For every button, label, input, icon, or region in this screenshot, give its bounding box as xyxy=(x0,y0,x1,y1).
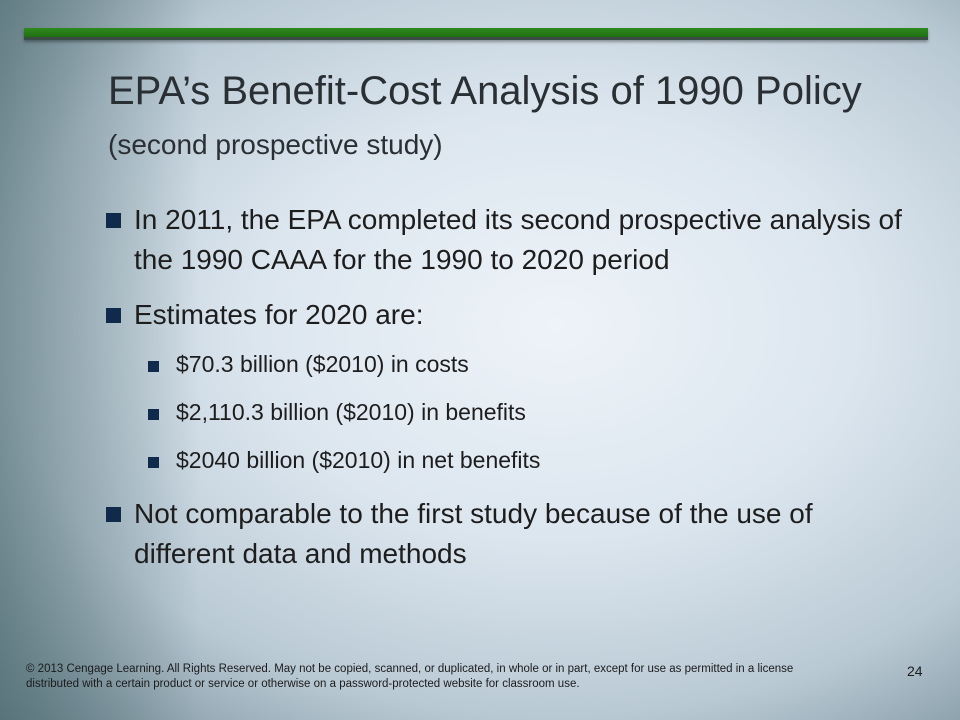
square-bullet-icon xyxy=(106,308,121,323)
title-accent-bar xyxy=(24,28,928,40)
copyright-notice: © 2013 Cengage Learning. All Rights Rese… xyxy=(26,663,794,690)
sub-bullet-item: $2,110.3 billion ($2010) in benefits xyxy=(148,398,906,426)
bullet-item: Estimates for 2020 are: xyxy=(106,295,906,335)
square-bullet-icon xyxy=(148,409,159,420)
sub-bullet-item: $2040 billion ($2010) in net benefits xyxy=(148,446,906,474)
page-number: 24 xyxy=(907,663,923,679)
bullet-text: Not comparable to the first study becaus… xyxy=(134,498,813,569)
slide-title-main: EPA’s Benefit-Cost Analysis of 1990 Poli… xyxy=(108,69,862,113)
square-bullet-icon xyxy=(148,361,159,372)
slide-title: EPA’s Benefit-Cost Analysis of 1990 Poli… xyxy=(108,66,908,170)
bullet-text: In 2011, the EPA completed its second pr… xyxy=(134,204,902,275)
bullet-item: In 2011, the EPA completed its second pr… xyxy=(106,200,906,280)
square-bullet-icon xyxy=(106,213,121,228)
slide-title-subtitle: (second prospective study) xyxy=(108,129,443,160)
sub-bullet-text: $2,110.3 billion ($2010) in benefits xyxy=(176,399,526,425)
bullet-text: Estimates for 2020 are: xyxy=(134,299,424,330)
square-bullet-icon xyxy=(106,507,121,522)
bullet-list: In 2011, the EPA completed its second pr… xyxy=(106,200,906,589)
square-bullet-icon xyxy=(148,457,159,468)
sub-bullet-text: $2040 billion ($2010) in net benefits xyxy=(176,447,541,473)
sub-bullet-text: $70.3 billion ($2010) in costs xyxy=(176,351,469,377)
bullet-item: Not comparable to the first study becaus… xyxy=(106,494,906,574)
sub-bullet-item: $70.3 billion ($2010) in costs xyxy=(148,350,906,378)
